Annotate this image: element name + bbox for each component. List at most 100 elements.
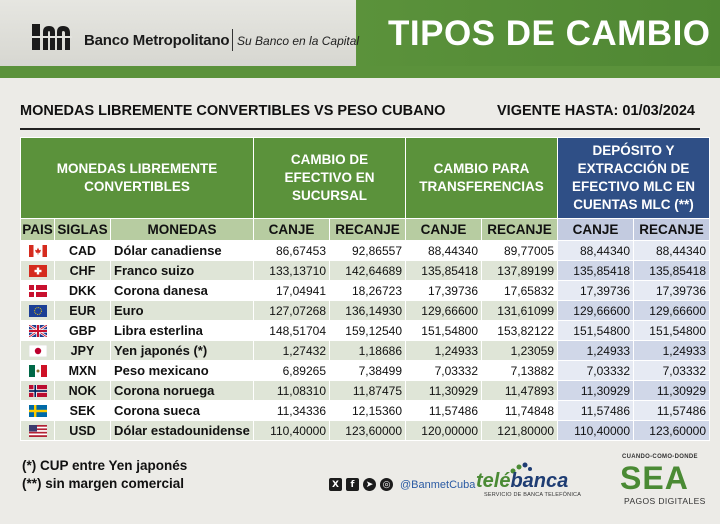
currency-name: Franco suizo (110, 260, 254, 281)
social-links: X f ➤ ◎ @BanmetCuba (329, 478, 475, 491)
usa-flag-icon (28, 424, 47, 437)
currency-name: Corona sueca (110, 400, 254, 421)
flag-cell (20, 240, 55, 261)
mlc-sell-rate: 11,57486 (633, 400, 710, 421)
transfer-sell-rate: 137,89199 (481, 260, 558, 281)
table-subtitle: MONEDAS LIBREMENTE CONVERTIBLES VS PESO … (20, 103, 446, 119)
footnote-margin: (**) sin margen comercial (22, 476, 185, 491)
cash-buy-rate: 148,51704 (253, 320, 330, 341)
cash-buy-rate: 17,04941 (253, 280, 330, 301)
table-row: DKK Corona danesa 17,04941 18,26723 17,39736… (20, 280, 710, 301)
sea-tagline: CUANDO-COMO-DONDE (622, 454, 698, 460)
col-header-mlc-sell: RECANJE (633, 218, 710, 241)
telebanca-dots-icon (510, 462, 532, 474)
telebanca-logo: telébanca SERVICIO DE BANCA TELEFÓNICA (476, 462, 586, 502)
cash-buy-rate: 133,13710 (253, 260, 330, 281)
currency-code: DKK (54, 280, 111, 301)
cash-buy-rate: 11,34336 (253, 400, 330, 421)
transfer-sell-rate: 153,82122 (481, 320, 558, 341)
flag-cell (20, 300, 55, 321)
footnote-yen: (*) CUP entre Yen japonés (22, 458, 188, 473)
cash-sell-rate: 92,86557 (329, 240, 406, 261)
transfer-buy-rate: 17,39736 (405, 280, 482, 301)
table-row: NOK Corona noruega 11,08310 11,87475 11,3092… (20, 380, 710, 401)
group-header-currencies: MONEDAS LIBREMENTE CONVERTIBLES (20, 137, 254, 219)
cash-buy-rate: 6,89265 (253, 360, 330, 381)
header-bar: Banco Metropolitano Su Banco en la Capit… (0, 0, 720, 78)
mlc-buy-rate: 1,24933 (557, 340, 634, 361)
bank-logo-icon (32, 24, 72, 50)
currency-name: Libra esterlina (110, 320, 254, 341)
flag-cell (20, 320, 55, 341)
col-header-currency: MONEDAS (110, 218, 254, 241)
cash-sell-rate: 136,14930 (329, 300, 406, 321)
cash-buy-rate: 1,27432 (253, 340, 330, 361)
cash-buy-rate: 127,07268 (253, 300, 330, 321)
canada-flag-icon (28, 244, 47, 257)
denmark-flag-icon (28, 284, 47, 297)
col-header-cash-sell: RECANJE (329, 218, 406, 241)
col-header-transfer-buy: CANJE (405, 218, 482, 241)
currency-name: Corona noruega (110, 380, 254, 401)
currency-code: SEK (54, 400, 111, 421)
transfer-buy-rate: 120,00000 (405, 420, 482, 441)
mlc-sell-rate: 1,24933 (633, 340, 710, 361)
mlc-buy-rate: 129,66600 (557, 300, 634, 321)
cash-sell-rate: 123,60000 (329, 420, 406, 441)
table-row: JPY Yen japonés (*) 1,27432 1,18686 1,24933 1… (20, 340, 710, 361)
telebanca-part1: telé (476, 470, 511, 492)
currency-code: CHF (54, 260, 111, 281)
currency-name: Peso mexicano (110, 360, 254, 381)
transfer-buy-rate: 151,54800 (405, 320, 482, 341)
mlc-sell-rate: 123,60000 (633, 420, 710, 441)
currency-name: Corona danesa (110, 280, 254, 301)
transfer-buy-rate: 11,30929 (405, 380, 482, 401)
currency-code: USD (54, 420, 111, 441)
mlc-sell-rate: 88,44340 (633, 240, 710, 261)
divider-rule (20, 128, 700, 130)
cash-sell-rate: 12,15360 (329, 400, 406, 421)
transfer-sell-rate: 131,61099 (481, 300, 558, 321)
currency-name: Yen japonés (*) (110, 340, 254, 361)
transfer-sell-rate: 7,13882 (481, 360, 558, 381)
transfer-sell-rate: 121,80000 (481, 420, 558, 441)
mlc-buy-rate: 17,39736 (557, 280, 634, 301)
mlc-buy-rate: 88,44340 (557, 240, 634, 261)
table-row: CAD Dólar canadiense 86,67453 92,86557 88,44… (20, 240, 710, 261)
col-header-transfer-sell: RECANJE (481, 218, 558, 241)
page-title: TIPOS DE CAMBIO (388, 14, 711, 53)
table-row: GBP Libra esterlina 148,51704 159,12540 151,… (20, 320, 710, 341)
flag-cell (20, 360, 55, 381)
mlc-buy-rate: 7,03332 (557, 360, 634, 381)
header-green-band (0, 66, 720, 78)
eu-flag-icon (28, 304, 47, 317)
transfer-sell-rate: 11,47893 (481, 380, 558, 401)
telegram-icon[interactable]: ➤ (363, 478, 376, 491)
table-row: USD Dólar estadounidense 110,40000 123,6000… (20, 420, 710, 441)
flag-cell (20, 420, 55, 441)
col-header-cash-buy: CANJE (253, 218, 330, 241)
cash-sell-rate: 159,12540 (329, 320, 406, 341)
instagram-icon[interactable]: ◎ (380, 478, 393, 491)
japan-flag-icon (28, 344, 47, 357)
cash-sell-rate: 142,64689 (329, 260, 406, 281)
x-icon[interactable]: X (329, 478, 342, 491)
uk-flag-icon (28, 324, 47, 337)
brand-separator (232, 29, 233, 51)
cash-sell-rate: 11,87475 (329, 380, 406, 401)
flag-cell (20, 260, 55, 281)
cash-buy-rate: 11,08310 (253, 380, 330, 401)
transfer-sell-rate: 11,74848 (481, 400, 558, 421)
cash-buy-rate: 110,40000 (253, 420, 330, 441)
col-header-mlc-buy: CANJE (557, 218, 634, 241)
table-row: MXN Peso mexicano 6,89265 7,38499 7,03332 7,1… (20, 360, 710, 381)
flag-cell (20, 280, 55, 301)
currency-name: Dólar canadiense (110, 240, 254, 261)
sweden-flag-icon (28, 404, 47, 417)
transfer-sell-rate: 89,77005 (481, 240, 558, 261)
mlc-buy-rate: 151,54800 (557, 320, 634, 341)
group-header-transfers: CAMBIO PARA TRANSFERENCIAS (405, 137, 558, 219)
social-handle[interactable]: @BanmetCuba (400, 478, 476, 491)
facebook-icon[interactable]: f (346, 478, 359, 491)
currency-code: CAD (54, 240, 111, 261)
